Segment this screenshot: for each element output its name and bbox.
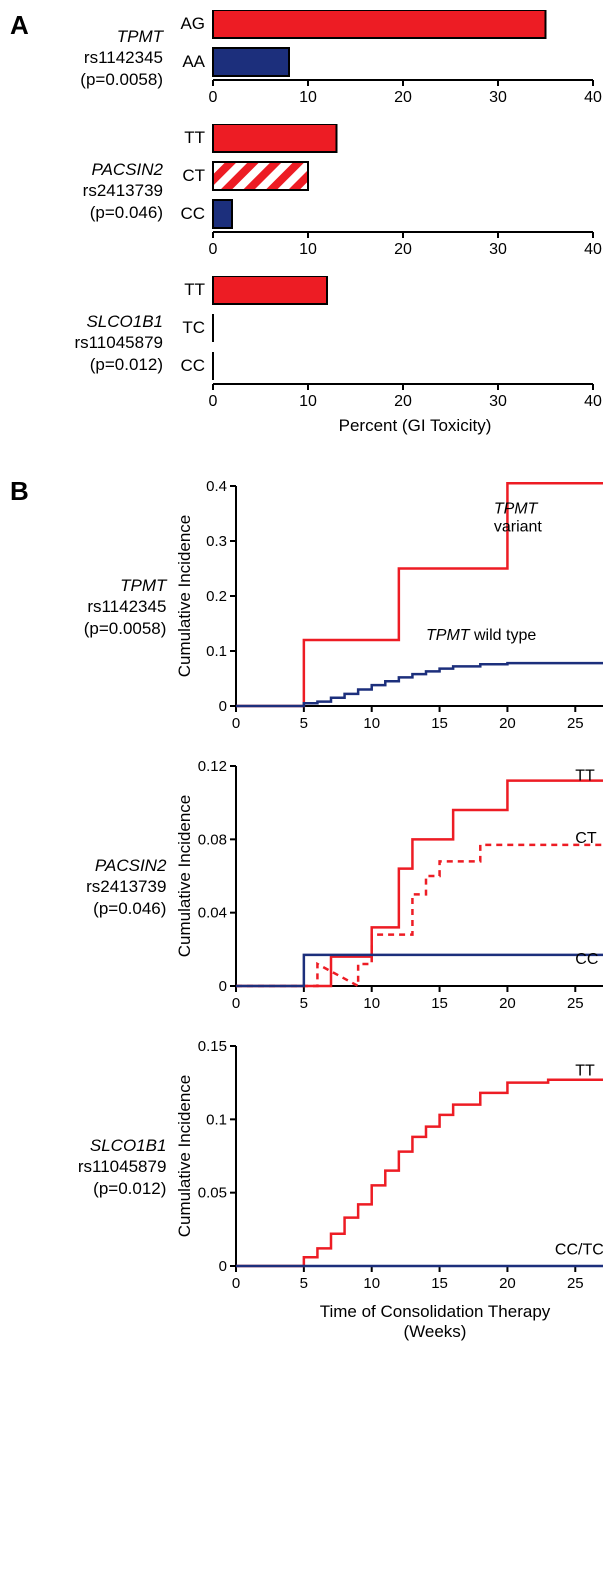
svg-text:20: 20: [500, 715, 517, 732]
gene-name: TPMT: [117, 27, 163, 46]
snp-id: rs2413739: [83, 181, 163, 200]
svg-text:0.08: 0.08: [198, 831, 227, 848]
p-value: (p=0.046): [90, 203, 163, 222]
svg-text:20: 20: [394, 241, 412, 258]
svg-text:CC: CC: [180, 356, 205, 375]
snp-id: rs1142345: [84, 48, 163, 67]
svg-text:15: 15: [432, 715, 449, 732]
gene-name: PACSIN2: [95, 856, 167, 875]
p-value: (p=0.046): [93, 899, 166, 918]
svg-text:0: 0: [219, 1258, 227, 1275]
svg-text:20: 20: [500, 995, 517, 1012]
svg-text:0: 0: [209, 241, 218, 258]
svg-text:25: 25: [567, 995, 584, 1012]
svg-text:40: 40: [584, 393, 602, 410]
p-value: (p=0.0058): [84, 619, 167, 638]
svg-text:10: 10: [364, 1275, 381, 1292]
svg-text:20: 20: [394, 393, 412, 410]
svg-text:TPMTvariant: TPMTvariant: [494, 501, 543, 536]
svg-text:30: 30: [489, 89, 507, 106]
svg-text:Cumulative Incidence: Cumulative Incidence: [176, 515, 194, 678]
svg-text:TT: TT: [576, 1062, 596, 1079]
gene-name: SLCO1B1: [90, 1136, 167, 1155]
svg-text:TT: TT: [184, 280, 205, 299]
svg-text:0.1: 0.1: [207, 1111, 228, 1128]
svg-text:AG: AG: [180, 14, 205, 33]
svg-text:0.12: 0.12: [198, 758, 227, 775]
svg-text:CT: CT: [576, 830, 598, 847]
panel-b: B TPMT rs1142345 (p=0.0058) 0 0.1 0.2 0.3 0.4…: [10, 476, 603, 1342]
svg-text:5: 5: [300, 1275, 308, 1292]
svg-text:5: 5: [300, 715, 308, 732]
svg-text:20: 20: [500, 1275, 517, 1292]
svg-text:0.1: 0.1: [207, 643, 228, 660]
p-value: (p=0.012): [93, 1179, 166, 1198]
gene-name: PACSIN2: [92, 160, 164, 179]
svg-text:CT: CT: [182, 166, 205, 185]
svg-text:CC/TC: CC/TC: [555, 1241, 603, 1258]
snp-id: rs1142345: [87, 597, 166, 616]
svg-text:Cumulative Incidence: Cumulative Incidence: [176, 795, 194, 958]
svg-text:0: 0: [232, 995, 240, 1012]
svg-text:0.4: 0.4: [207, 478, 228, 495]
svg-text:0: 0: [219, 698, 227, 715]
panel-b-xlabel: Time of Consolidation Therapy(Weeks): [245, 1302, 613, 1342]
panel-b-letter: B: [10, 476, 29, 507]
svg-text:10: 10: [299, 89, 317, 106]
svg-text:0: 0: [232, 1275, 240, 1292]
panel-a-xlabel: Percent (GI Toxicity): [225, 416, 605, 436]
svg-text:10: 10: [364, 995, 381, 1012]
svg-text:CC: CC: [576, 951, 599, 968]
snp-id: rs11045879: [78, 1157, 167, 1176]
svg-text:CC: CC: [180, 204, 205, 223]
svg-text:Cumulative Incidence: Cumulative Incidence: [176, 1075, 194, 1238]
svg-text:15: 15: [432, 1275, 449, 1292]
panel-a-letter: A: [10, 10, 29, 41]
svg-text:40: 40: [584, 241, 602, 258]
svg-text:0: 0: [209, 393, 218, 410]
svg-text:0: 0: [209, 89, 218, 106]
svg-text:10: 10: [299, 241, 317, 258]
gene-name: SLCO1B1: [86, 312, 163, 331]
svg-text:0.15: 0.15: [198, 1038, 227, 1055]
svg-text:0.2: 0.2: [207, 588, 228, 605]
svg-text:25: 25: [567, 1275, 584, 1292]
svg-text:25: 25: [567, 715, 584, 732]
p-value: (p=0.0058): [80, 70, 163, 89]
svg-text:40: 40: [584, 89, 602, 106]
panel-a-charts: TPMT rs1142345 (p=0.0058) AG AA 0 10 20 30 40 P…: [10, 10, 603, 436]
svg-text:TT: TT: [576, 768, 596, 785]
snp-id: rs2413739: [86, 877, 166, 896]
svg-text:AA: AA: [182, 52, 205, 71]
svg-text:5: 5: [300, 995, 308, 1012]
svg-text:10: 10: [299, 393, 317, 410]
svg-text:10: 10: [364, 715, 381, 732]
svg-text:30: 30: [489, 241, 507, 258]
snp-id: rs11045879: [74, 333, 163, 352]
svg-text:0.05: 0.05: [198, 1185, 227, 1202]
svg-text:15: 15: [432, 995, 449, 1012]
panel-b-charts: TPMT rs1142345 (p=0.0058) 0 0.1 0.2 0.3 0.4 0 5…: [10, 476, 603, 1342]
gene-name: TPMT: [120, 576, 166, 595]
svg-text:0: 0: [232, 715, 240, 732]
panel-a: A TPMT rs1142345 (p=0.0058) AG AA 0 10 20 30 4…: [10, 10, 603, 436]
svg-text:0.3: 0.3: [207, 533, 228, 550]
svg-text:30: 30: [489, 393, 507, 410]
p-value: (p=0.012): [90, 355, 163, 374]
svg-text:TT: TT: [184, 128, 205, 147]
svg-text:TPMT wild type: TPMT wild type: [426, 627, 536, 644]
svg-text:TC: TC: [182, 318, 205, 337]
svg-text:20: 20: [394, 89, 412, 106]
svg-text:0.04: 0.04: [198, 905, 227, 922]
svg-text:0: 0: [219, 978, 227, 995]
